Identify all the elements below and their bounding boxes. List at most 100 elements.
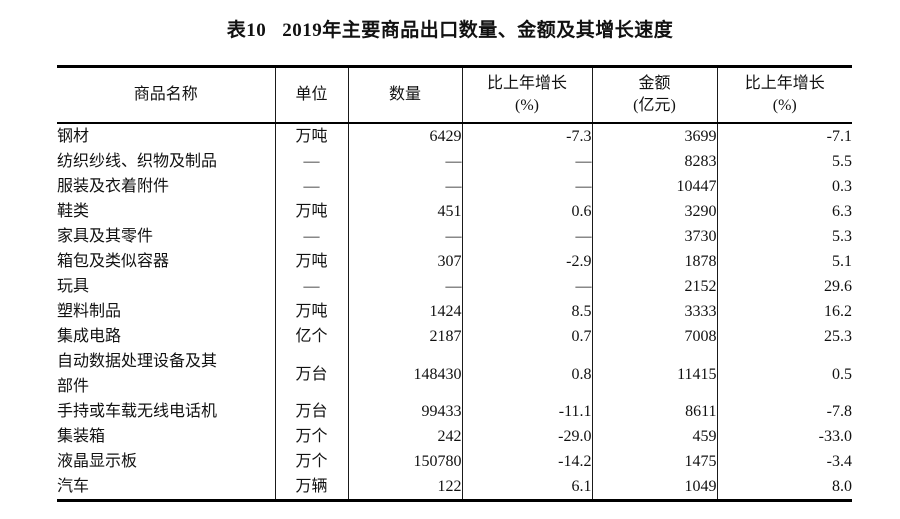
cell-amount: 11415 xyxy=(591,349,717,399)
cell-unit: — xyxy=(274,149,348,174)
header-label: 比上年增长 xyxy=(486,75,567,92)
cell-amount: 459 xyxy=(591,424,717,449)
cell-unit: 万辆 xyxy=(274,474,348,501)
cell-quantity-growth: — xyxy=(461,224,592,249)
cell-commodity-name: 液晶显示板 xyxy=(57,453,138,470)
cell-quantity-growth: 0.6 xyxy=(461,199,592,224)
cell-quantity-growth: -7.3 xyxy=(461,123,592,149)
cell-quantity-growth: -29.0 xyxy=(461,424,592,449)
header-sub: (%) xyxy=(515,97,539,114)
table-row: 纺织纱线、织物及制品 — — — 8283 5.5 xyxy=(57,149,852,174)
cell-unit: 万台 xyxy=(274,349,348,399)
cell-amount-growth: 6.3 xyxy=(716,199,852,224)
cell-quantity: 2187 xyxy=(347,324,462,349)
cell-amount-growth: 0.3 xyxy=(716,174,852,199)
header-row: 商品名称 单位 数量 比上年增长 (%) 金额 (亿元) xyxy=(57,66,852,124)
cell-amount-growth: 29.6 xyxy=(716,274,852,299)
header-label: 数量 xyxy=(388,86,421,103)
table-row: 集成电路 亿个 2187 0.7 7008 25.3 xyxy=(57,324,852,349)
cell-amount-growth: 8.0 xyxy=(716,474,852,501)
cell-amount-growth: -7.8 xyxy=(716,399,852,424)
cell-amount-growth: 0.5 xyxy=(716,349,852,399)
cell-amount-growth: 25.3 xyxy=(716,324,852,349)
header-label: 商品名称 xyxy=(133,86,198,103)
table-row: 鞋类 万吨 451 0.6 3290 6.3 xyxy=(57,199,852,224)
cell-unit: — xyxy=(274,224,348,249)
cell-quantity: 6429 xyxy=(347,123,462,149)
table-row: 玩具 — — — 2152 29.6 xyxy=(57,274,852,299)
table-row: 自动数据处理设备及其 部件 万台 148430 0.8 11415 0.5 xyxy=(57,349,852,399)
cell-amount: 3730 xyxy=(591,224,717,249)
table-row: 手持或车载无线电话机 万台 99433 -11.1 8611 -7.8 xyxy=(57,399,852,424)
cell-quantity-growth: 0.7 xyxy=(461,324,592,349)
header-label: 单位 xyxy=(295,86,328,103)
cell-commodity-name: 钢材 xyxy=(57,128,90,145)
cell-amount-growth: 5.3 xyxy=(716,224,852,249)
table-row: 液晶显示板 万个 150780 -14.2 1475 -3.4 xyxy=(57,449,852,474)
table-row: 箱包及类似容器 万吨 307 -2.9 1878 5.1 xyxy=(57,249,852,274)
cell-amount: 3699 xyxy=(591,123,717,149)
header-amount: 金额 (亿元) xyxy=(591,66,717,124)
cell-unit: 万个 xyxy=(274,424,348,449)
cell-commodity-name: 鞋类 xyxy=(57,203,90,220)
cell-amount-growth: 5.5 xyxy=(716,149,852,174)
header-commodity-name: 商品名称 xyxy=(57,66,275,124)
cell-amount: 1475 xyxy=(591,449,717,474)
cell-unit: 万吨 xyxy=(274,123,348,149)
header-unit: 单位 xyxy=(274,66,348,124)
cell-amount: 8283 xyxy=(591,149,717,174)
cell-amount: 1878 xyxy=(591,249,717,274)
cell-commodity-name: 纺织纱线、织物及制品 xyxy=(57,153,218,170)
cell-quantity: 122 xyxy=(347,474,462,501)
header-quantity: 数量 xyxy=(347,66,462,124)
cell-unit: — xyxy=(274,174,348,199)
table-row: 汽车 万辆 122 6.1 1049 8.0 xyxy=(57,474,852,501)
header-sub: (亿元) xyxy=(633,97,676,114)
cell-quantity-growth: -11.1 xyxy=(461,399,592,424)
cell-amount: 3333 xyxy=(591,299,717,324)
cell-commodity-name: 集成电路 xyxy=(57,328,122,345)
cell-commodity-name: 塑料制品 xyxy=(57,303,122,320)
cell-commodity-name: 家具及其零件 xyxy=(57,228,154,245)
cell-quantity: 1424 xyxy=(347,299,462,324)
cell-unit: 万台 xyxy=(274,399,348,424)
cell-quantity-growth: — xyxy=(461,174,592,199)
cell-quantity: 242 xyxy=(347,424,462,449)
cell-commodity-name: 自动数据处理设备及其 部件 xyxy=(57,353,218,395)
cell-quantity-growth: 6.1 xyxy=(461,474,592,501)
cell-amount: 10447 xyxy=(591,174,717,199)
export-commodities-table: 商品名称 单位 数量 比上年增长 (%) 金额 (亿元) xyxy=(57,65,852,502)
cell-quantity-growth: 8.5 xyxy=(461,299,592,324)
header-label: 金额 xyxy=(638,75,671,92)
cell-unit: — xyxy=(274,274,348,299)
header-amount-growth: 比上年增长 (%) xyxy=(716,66,852,124)
cell-amount: 8611 xyxy=(591,399,717,424)
table-row: 集装箱 万个 242 -29.0 459 -33.0 xyxy=(57,424,852,449)
cell-quantity: 307 xyxy=(347,249,462,274)
cell-amount: 2152 xyxy=(591,274,717,299)
cell-amount-growth: -33.0 xyxy=(716,424,852,449)
cell-quantity: — xyxy=(347,224,462,249)
header-sub: (%) xyxy=(772,97,797,114)
cell-quantity: 99433 xyxy=(347,399,462,424)
cell-unit: 万个 xyxy=(274,449,348,474)
cell-amount-growth: -7.1 xyxy=(716,123,852,149)
header-quantity-growth: 比上年增长 (%) xyxy=(461,66,592,124)
cell-unit: 万吨 xyxy=(274,299,348,324)
cell-quantity: 451 xyxy=(347,199,462,224)
cell-commodity-name: 手持或车载无线电话机 xyxy=(57,403,218,420)
cell-quantity: 148430 xyxy=(347,349,462,399)
cell-commodity-name: 汽车 xyxy=(57,478,90,495)
cell-commodity-name: 玩具 xyxy=(57,278,90,295)
cell-amount: 3290 xyxy=(591,199,717,224)
cell-quantity-growth: — xyxy=(461,274,592,299)
cell-quantity: — xyxy=(347,274,462,299)
cell-unit: 亿个 xyxy=(274,324,348,349)
cell-commodity-name: 箱包及类似容器 xyxy=(57,253,170,270)
cell-commodity-name: 服装及衣着附件 xyxy=(57,178,170,195)
cell-unit: 万吨 xyxy=(274,199,348,224)
cell-amount-growth: -3.4 xyxy=(716,449,852,474)
table-number: 表10 xyxy=(226,20,267,41)
cell-unit: 万吨 xyxy=(274,249,348,274)
